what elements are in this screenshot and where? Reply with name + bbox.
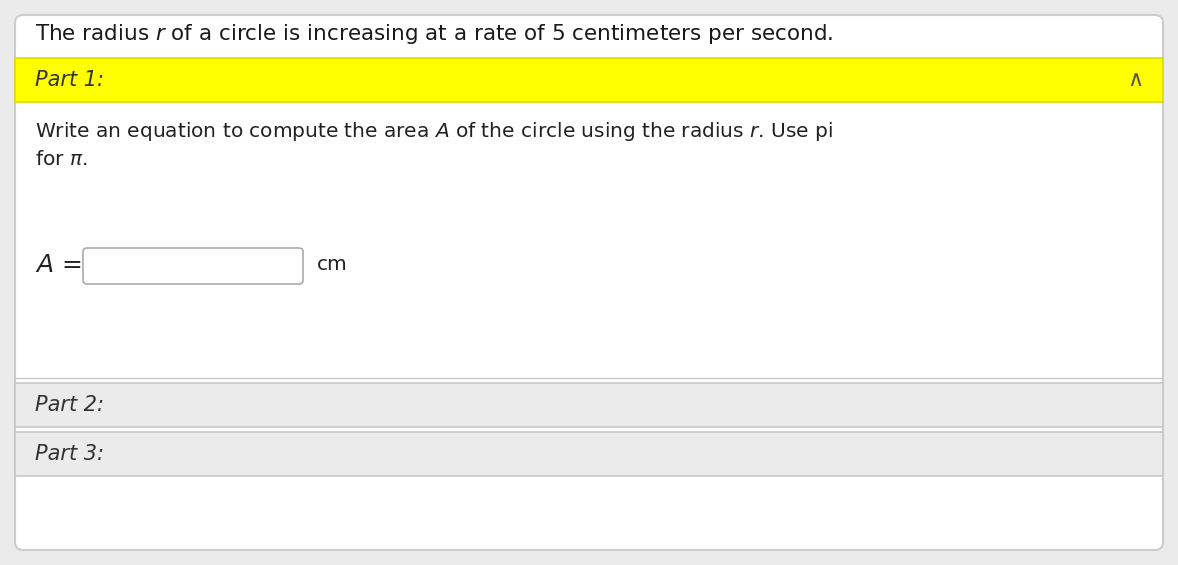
Text: for $\pi$.: for $\pi$. <box>35 150 87 169</box>
Text: The radius $r$ of a circle is increasing at a rate of 5 centimeters per second.: The radius $r$ of a circle is increasing… <box>35 22 833 46</box>
Text: ∧: ∧ <box>1126 70 1143 90</box>
Text: Part 2:: Part 2: <box>35 395 104 415</box>
Bar <box>15 432 1163 476</box>
Text: Write an equation to compute the area $\mathit{A}$ of the circle using the radiu: Write an equation to compute the area $\… <box>35 120 833 143</box>
FancyBboxPatch shape <box>15 15 1163 550</box>
FancyBboxPatch shape <box>82 248 303 284</box>
Text: $\mathit{A}$ =: $\mathit{A}$ = <box>35 253 81 277</box>
Bar <box>15 58 1163 102</box>
Bar <box>15 383 1163 427</box>
Text: Part 3:: Part 3: <box>35 444 104 464</box>
Text: cm: cm <box>317 255 348 275</box>
Text: Part 1:: Part 1: <box>35 70 104 90</box>
